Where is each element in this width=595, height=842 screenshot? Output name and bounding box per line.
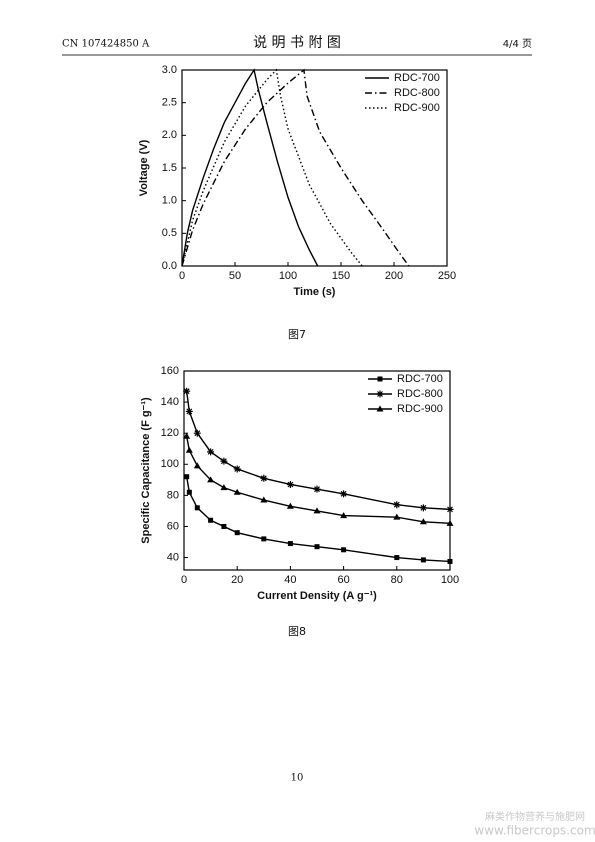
marker [220, 457, 228, 465]
y-tick-label: 2.5 [162, 97, 177, 109]
watermark-url: www.fibercrops.com [474, 824, 595, 838]
marker [419, 504, 427, 512]
y-tick-label: 0.0 [162, 260, 177, 272]
marker [341, 547, 347, 553]
y-tick-label: 1.0 [162, 195, 177, 207]
legend-label: RDC-900 [397, 403, 443, 415]
figure-caption: 图8 [288, 625, 306, 638]
x-axis-label: Current Density (A g⁻¹) [257, 590, 377, 602]
page-title: 说 明 书 附 图 [253, 35, 341, 51]
marker [261, 536, 267, 542]
page-number: 10 [291, 773, 304, 784]
marker [393, 513, 401, 520]
x-tick-label: 0 [179, 270, 185, 282]
x-tick-label: 50 [229, 270, 241, 282]
marker [208, 517, 214, 523]
y-tick-label: 100 [161, 458, 179, 470]
x-tick-label: 250 [438, 270, 456, 282]
marker [185, 407, 193, 415]
series-line [181, 68, 319, 267]
marker [287, 541, 293, 547]
marker [184, 474, 190, 480]
y-tick-label: 3.0 [162, 64, 177, 76]
marker [183, 432, 191, 439]
marker [314, 544, 320, 550]
y-tick-label: 40 [167, 551, 179, 563]
marker [186, 489, 192, 495]
marker [376, 390, 384, 398]
x-tick-label: 100 [279, 270, 297, 282]
series-line [181, 68, 410, 267]
marker [260, 496, 268, 503]
marker [419, 518, 427, 525]
marker [313, 507, 321, 514]
x-tick-label: 200 [385, 270, 403, 282]
marker [377, 376, 383, 382]
x-tick-label: 100 [441, 574, 459, 586]
y-tick-label: 0.5 [162, 227, 177, 239]
y-tick-label: 2.0 [162, 129, 177, 141]
series-line [181, 68, 363, 267]
marker [260, 474, 268, 482]
x-tick-label: 80 [391, 574, 403, 586]
patent-number: CN 107424850 A [62, 39, 150, 50]
x-tick-label: 150 [332, 270, 350, 282]
marker [233, 465, 241, 473]
y-tick-label: 160 [161, 365, 179, 377]
x-tick-label: 0 [181, 574, 187, 586]
legend-label: RDC-800 [397, 388, 443, 400]
x-tick-label: 60 [337, 574, 349, 586]
x-tick-label: 40 [284, 574, 296, 586]
marker [207, 448, 215, 456]
legend-label: RDC-700 [397, 373, 443, 385]
marker [234, 530, 240, 536]
marker [313, 485, 321, 493]
marker [233, 488, 241, 495]
y-axis-label: Specific Capacitance (F g⁻¹) [140, 397, 152, 544]
marker [393, 501, 401, 509]
y-tick-label: 140 [161, 396, 179, 408]
legend-label: RDC-800 [394, 87, 440, 99]
marker [286, 502, 294, 509]
marker [394, 555, 400, 561]
y-tick-label: 1.5 [162, 162, 177, 174]
y-axis-label: Voltage (V) [138, 139, 150, 196]
y-tick-label: 60 [167, 520, 179, 532]
marker [183, 387, 191, 395]
marker [207, 476, 215, 483]
marker [185, 446, 193, 453]
plot-frame [183, 370, 451, 571]
marker [221, 523, 227, 529]
watermark: 麻类作物营养与施肥网 [485, 810, 585, 823]
legend-label: RDC-700 [394, 72, 440, 84]
x-tick-label: 20 [231, 574, 243, 586]
marker [376, 405, 384, 412]
marker [447, 558, 453, 564]
y-tick-label: 120 [161, 427, 179, 439]
x-axis-label: Time (s) [294, 286, 336, 298]
marker [193, 462, 201, 469]
marker [286, 480, 294, 488]
figure-caption: 图7 [288, 328, 306, 341]
marker [340, 490, 348, 498]
marker [420, 557, 426, 563]
page-count: 4/4 页 [503, 38, 532, 50]
marker [446, 519, 454, 526]
marker [340, 512, 348, 519]
marker [193, 429, 201, 437]
y-tick-label: 80 [167, 489, 179, 501]
marker [446, 505, 454, 513]
marker [194, 505, 200, 511]
marker [220, 484, 228, 491]
legend-label: RDC-900 [394, 102, 440, 114]
